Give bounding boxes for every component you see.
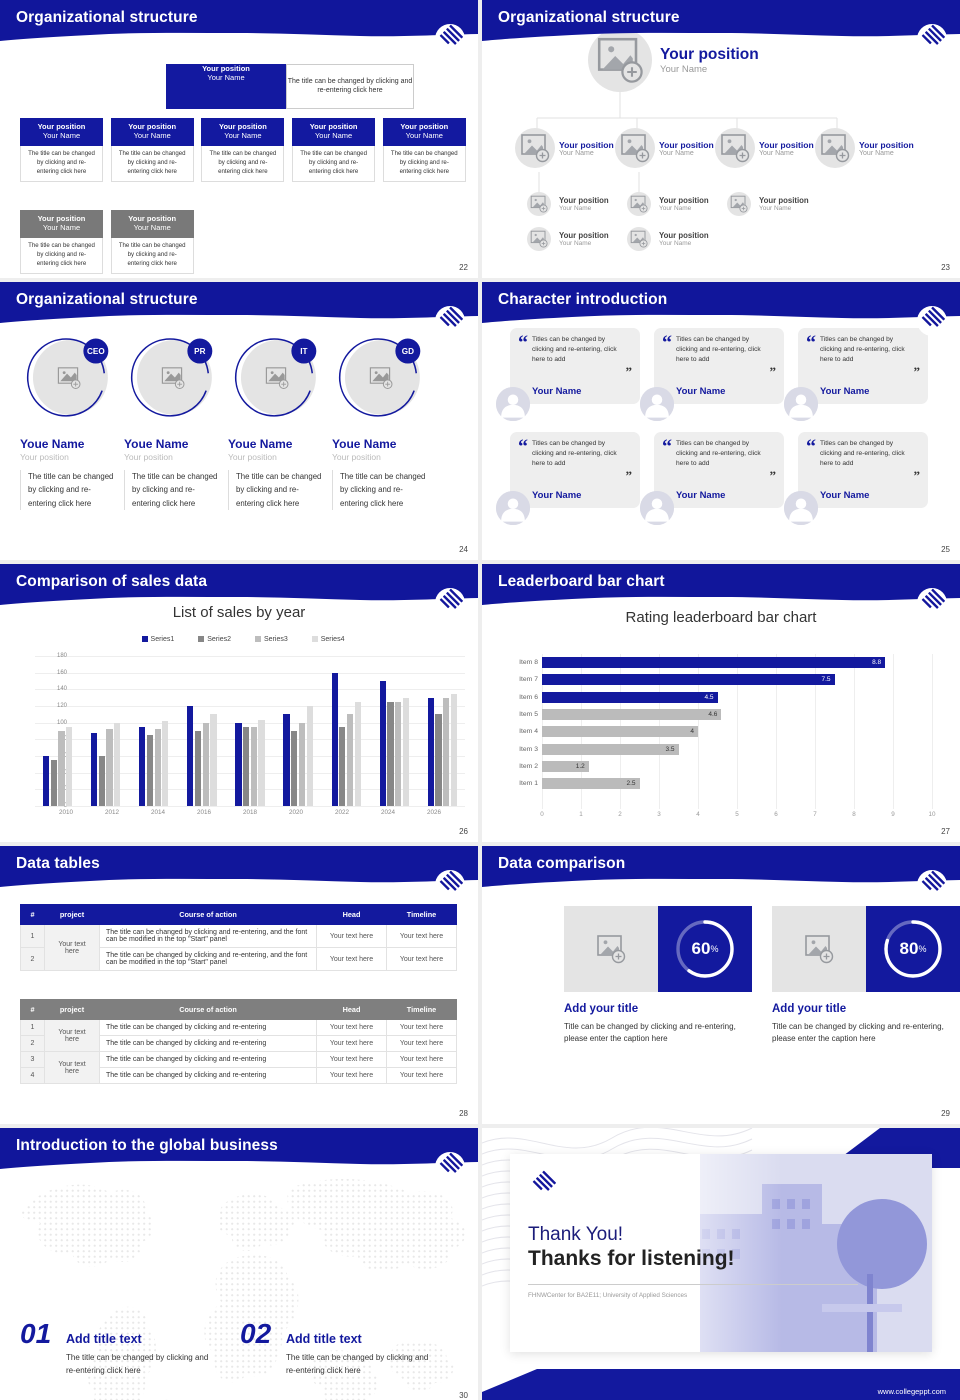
svg-text:GD: GD — [402, 347, 414, 356]
svg-text:IT: IT — [300, 347, 307, 356]
svg-text:PR: PR — [194, 347, 205, 356]
svg-text:CEO: CEO — [87, 347, 105, 356]
